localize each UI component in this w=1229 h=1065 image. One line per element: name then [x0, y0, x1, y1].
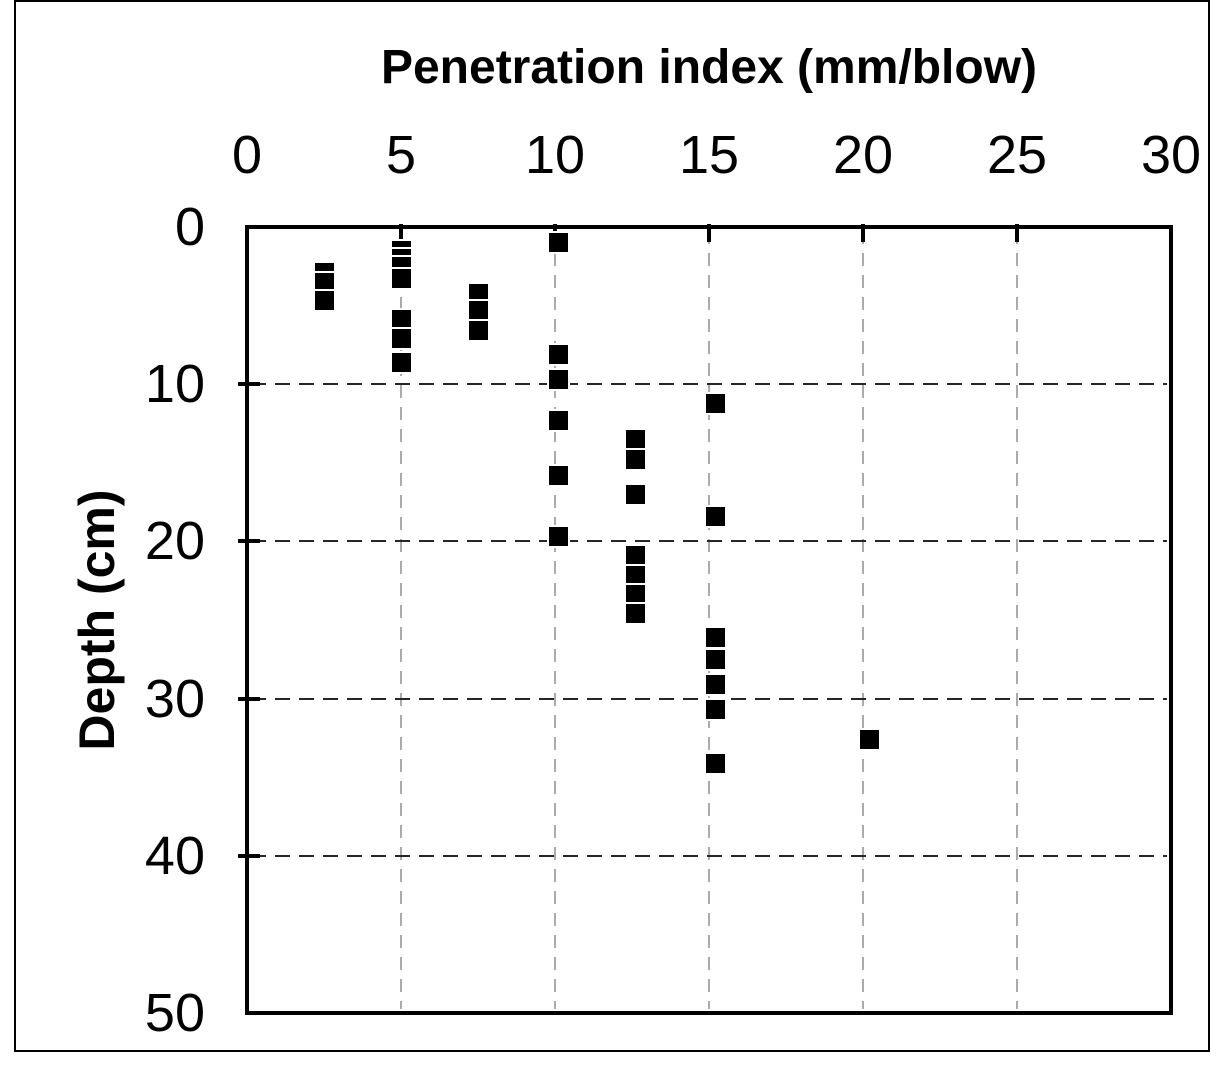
y-tick-label: 50	[144, 983, 205, 1043]
y-tick-label: 10	[144, 354, 205, 415]
outer-frame	[14, 0, 1210, 1052]
y-axis-tick	[238, 539, 260, 544]
x-tick-label: 10	[524, 125, 586, 185]
data-point-marker	[547, 464, 570, 487]
x-axis-tick	[861, 224, 865, 242]
data-point-marker	[313, 289, 336, 312]
gridline-horizontal	[251, 540, 1167, 543]
data-point-marker	[624, 448, 647, 471]
data-point-marker	[704, 752, 727, 775]
data-point-marker	[624, 602, 647, 625]
data-point-marker	[704, 698, 727, 721]
gridline-vertical	[1016, 231, 1018, 1009]
x-tick-label: 15	[678, 125, 740, 185]
x-axis-tick	[1015, 224, 1019, 242]
gridline-vertical	[708, 231, 710, 1009]
gridline-vertical	[400, 231, 402, 1009]
chart-title: Penetration index (mm/blow)	[380, 41, 1038, 94]
x-axis-tick	[707, 224, 711, 242]
x-tick-label: 5	[385, 125, 417, 185]
y-tick-label: 0	[174, 197, 205, 257]
data-point-marker	[624, 483, 647, 506]
data-point-marker	[547, 525, 570, 548]
data-point-marker	[390, 351, 413, 374]
gridline-vertical	[862, 231, 864, 1009]
y-axis-tick	[238, 696, 260, 701]
gridline-horizontal	[251, 383, 1167, 386]
data-point-marker	[704, 392, 727, 415]
data-point-marker	[704, 648, 727, 671]
y-axis-tick	[238, 382, 260, 387]
gridline-horizontal	[251, 854, 1167, 857]
data-point-marker	[704, 505, 727, 528]
y-tick-label: 30	[144, 668, 205, 729]
data-point-marker	[704, 673, 727, 696]
y-tick-label: 40	[144, 825, 205, 886]
data-point-marker	[547, 368, 570, 391]
plot-border	[245, 225, 1173, 1015]
data-point-marker	[547, 231, 570, 254]
data-point-marker	[858, 728, 881, 751]
x-axis-tick	[399, 224, 403, 242]
data-point-marker	[390, 267, 413, 290]
data-point-marker	[704, 626, 727, 649]
data-point-marker	[467, 319, 490, 342]
x-tick-label: 30	[1140, 125, 1202, 185]
x-tick-label: 25	[986, 125, 1048, 185]
x-tick-label: 20	[832, 125, 894, 185]
y-axis-tick	[238, 853, 260, 858]
gridline-vertical	[554, 231, 556, 1009]
y-tick-label: 20	[144, 511, 205, 572]
x-tick-label: 0	[231, 125, 263, 185]
data-point-marker	[547, 409, 570, 432]
data-point-marker	[547, 343, 570, 366]
data-point-marker	[390, 327, 413, 350]
